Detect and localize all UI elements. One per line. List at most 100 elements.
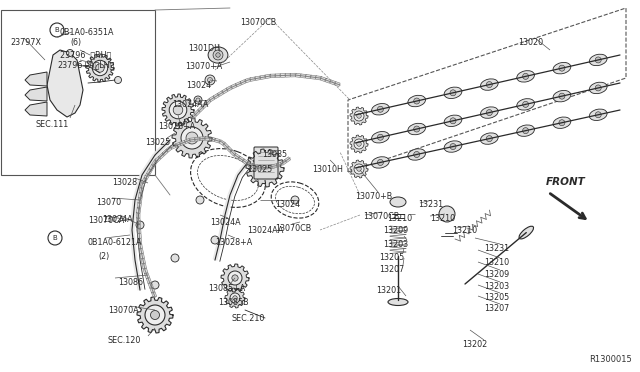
- Text: 13070A: 13070A: [108, 306, 139, 315]
- Ellipse shape: [481, 107, 498, 118]
- Polygon shape: [143, 268, 148, 274]
- Polygon shape: [170, 144, 176, 149]
- Text: 23796+A〈LH〉: 23796+A〈LH〉: [57, 60, 115, 69]
- Polygon shape: [265, 74, 270, 78]
- Circle shape: [413, 126, 420, 132]
- Text: 13010H: 13010H: [312, 165, 343, 174]
- Circle shape: [264, 173, 266, 176]
- Polygon shape: [139, 248, 143, 254]
- Text: 13024A: 13024A: [102, 215, 132, 224]
- Text: 13203: 13203: [383, 240, 408, 249]
- Circle shape: [173, 105, 183, 115]
- Polygon shape: [195, 110, 200, 116]
- Polygon shape: [136, 214, 140, 218]
- Polygon shape: [219, 140, 225, 145]
- Circle shape: [171, 254, 179, 262]
- Circle shape: [194, 96, 202, 104]
- Polygon shape: [243, 159, 248, 164]
- Polygon shape: [296, 73, 301, 77]
- Polygon shape: [330, 80, 335, 85]
- Text: (6): (6): [70, 38, 81, 47]
- Polygon shape: [276, 163, 282, 167]
- Circle shape: [378, 160, 383, 166]
- Circle shape: [523, 128, 529, 134]
- Polygon shape: [138, 234, 141, 238]
- Text: 13203: 13203: [484, 282, 509, 291]
- Polygon shape: [86, 54, 114, 82]
- Text: 13070+A: 13070+A: [185, 62, 222, 71]
- Polygon shape: [132, 174, 145, 201]
- Polygon shape: [150, 287, 155, 293]
- Polygon shape: [138, 198, 142, 203]
- Text: 23797X: 23797X: [10, 38, 41, 47]
- Circle shape: [354, 111, 364, 121]
- Circle shape: [413, 98, 420, 104]
- Circle shape: [291, 196, 299, 204]
- Text: B: B: [54, 27, 60, 33]
- Circle shape: [115, 77, 122, 83]
- Ellipse shape: [519, 226, 534, 239]
- Circle shape: [356, 142, 361, 146]
- Text: 1301DH: 1301DH: [188, 44, 220, 53]
- Text: 13085B: 13085B: [218, 298, 248, 307]
- Polygon shape: [136, 218, 140, 223]
- Polygon shape: [267, 165, 272, 169]
- Polygon shape: [301, 74, 305, 78]
- Circle shape: [151, 281, 159, 289]
- Ellipse shape: [372, 103, 389, 115]
- Ellipse shape: [516, 71, 534, 82]
- Polygon shape: [246, 149, 284, 187]
- Ellipse shape: [589, 109, 607, 121]
- Polygon shape: [166, 146, 172, 152]
- Polygon shape: [234, 153, 239, 159]
- Text: 13210: 13210: [484, 258, 509, 267]
- Text: 13207: 13207: [379, 265, 404, 274]
- Polygon shape: [155, 157, 161, 163]
- Polygon shape: [202, 103, 207, 109]
- Circle shape: [354, 164, 364, 174]
- Circle shape: [255, 158, 275, 177]
- Polygon shape: [140, 183, 145, 188]
- Text: 13070+B: 13070+B: [355, 192, 392, 201]
- Circle shape: [150, 311, 159, 320]
- Circle shape: [356, 114, 361, 118]
- Text: (2): (2): [98, 252, 109, 261]
- Text: 13201: 13201: [376, 286, 401, 295]
- Polygon shape: [218, 215, 227, 240]
- Circle shape: [264, 160, 266, 163]
- Text: 23796  〈RH〉: 23796 〈RH〉: [60, 50, 111, 59]
- Text: 13025: 13025: [247, 165, 272, 174]
- Polygon shape: [140, 253, 145, 259]
- Circle shape: [169, 101, 187, 119]
- Text: 13028: 13028: [112, 178, 137, 187]
- Circle shape: [97, 64, 104, 71]
- Text: 13024AA: 13024AA: [172, 100, 209, 109]
- Polygon shape: [236, 82, 241, 87]
- Circle shape: [92, 60, 108, 76]
- Polygon shape: [139, 188, 143, 193]
- Text: 13202: 13202: [462, 340, 487, 349]
- Polygon shape: [144, 174, 150, 179]
- Circle shape: [260, 164, 269, 172]
- Text: 0B1A0-6121A: 0B1A0-6121A: [88, 238, 143, 247]
- Polygon shape: [47, 50, 83, 117]
- Text: 13205: 13205: [379, 253, 404, 262]
- Polygon shape: [175, 142, 180, 147]
- Circle shape: [257, 167, 260, 170]
- Polygon shape: [195, 137, 200, 141]
- Circle shape: [439, 206, 455, 222]
- Circle shape: [196, 98, 200, 102]
- Polygon shape: [218, 91, 223, 96]
- Polygon shape: [213, 93, 219, 99]
- Polygon shape: [236, 160, 250, 177]
- Polygon shape: [25, 87, 47, 101]
- Polygon shape: [260, 75, 265, 80]
- Polygon shape: [227, 86, 232, 91]
- Polygon shape: [231, 84, 237, 89]
- Polygon shape: [335, 81, 340, 87]
- Circle shape: [67, 49, 74, 57]
- Text: 13070CB: 13070CB: [363, 212, 399, 221]
- Polygon shape: [172, 118, 212, 158]
- Circle shape: [233, 296, 237, 300]
- Polygon shape: [142, 263, 147, 269]
